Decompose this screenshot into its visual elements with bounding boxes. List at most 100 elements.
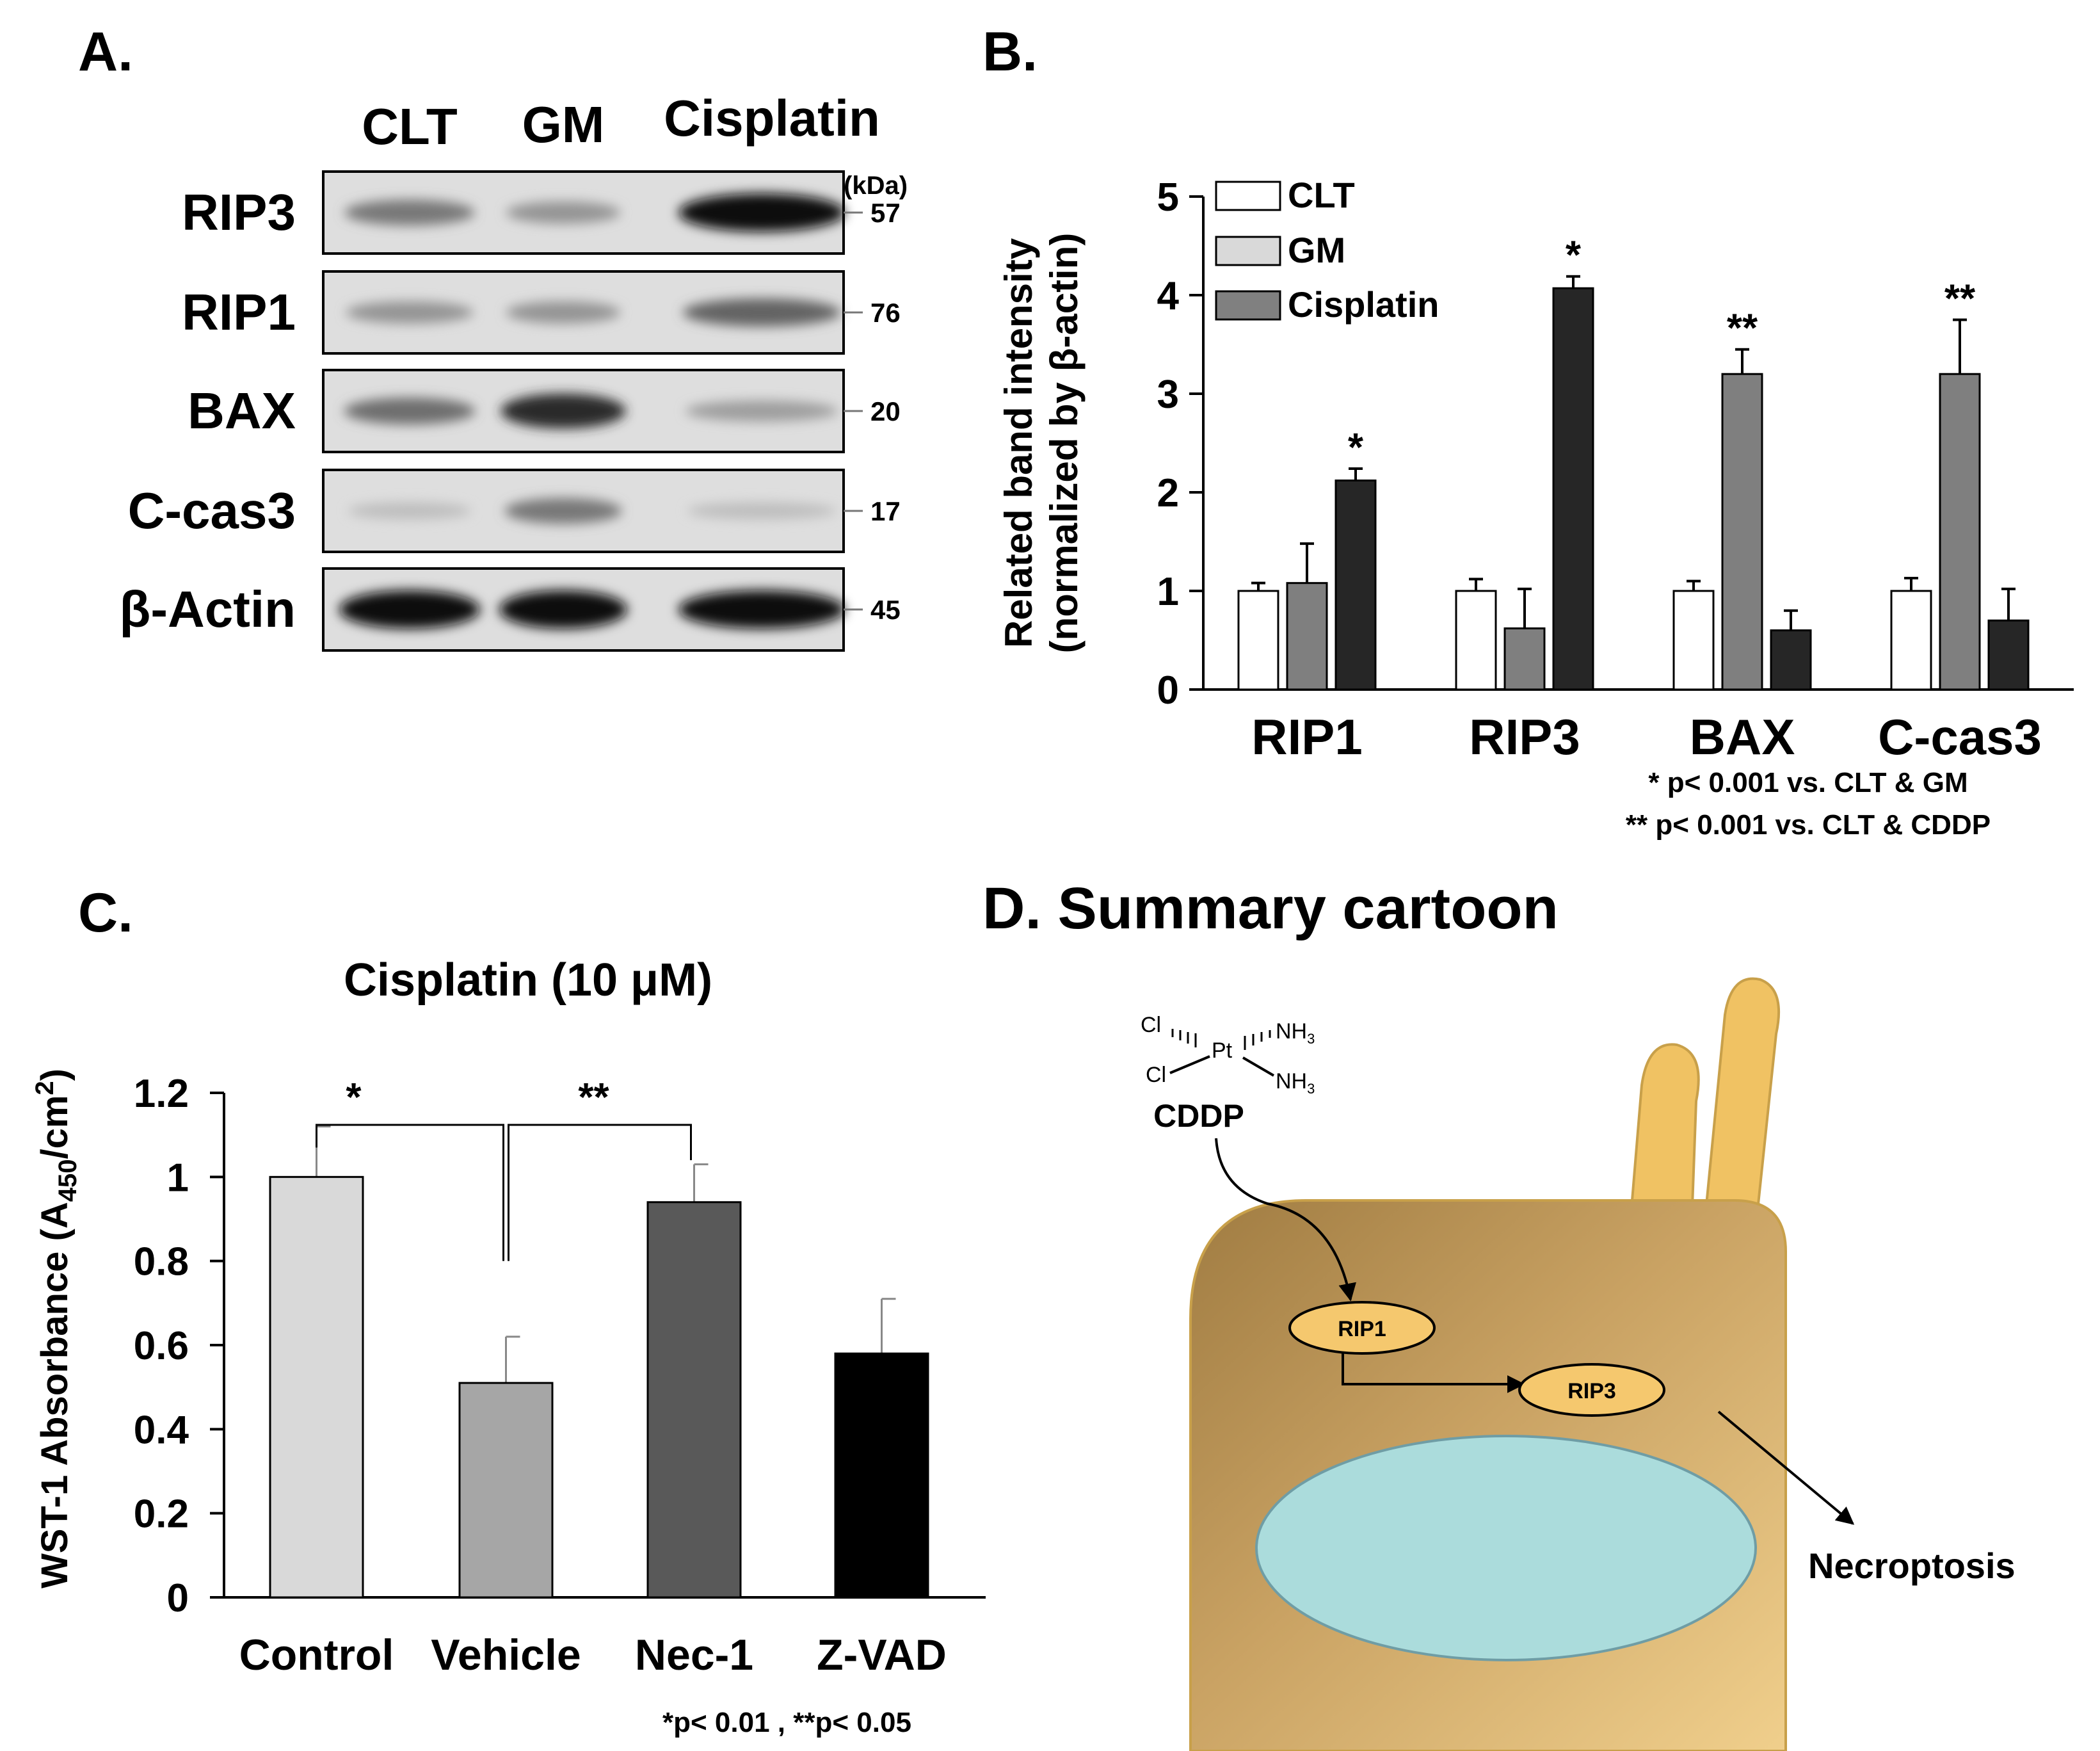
- x-tick-label-rip1: RIP1: [1251, 709, 1362, 765]
- y-tick-label: 0: [1157, 668, 1179, 713]
- blot-band: [678, 193, 845, 232]
- y-axis-title: Related band intensity: [997, 238, 1040, 648]
- lane-header-cisplatin: Cisplatin: [664, 90, 880, 147]
- blot-c-cas3: C-cas3 17: [128, 469, 901, 553]
- hashed-bonds: [1171, 1029, 1271, 1050]
- blot-band: [678, 590, 845, 629]
- significance-mark: *: [1348, 426, 1364, 470]
- y-tick-label: 0: [167, 1576, 189, 1620]
- y-tick-label: 0.2: [134, 1492, 189, 1537]
- arrow-rip1-to-rip3: [1342, 1353, 1525, 1393]
- blot-rip1: RIP1 76: [182, 270, 901, 355]
- rip3-node-label: RIP3: [1567, 1379, 1616, 1403]
- bar-z-vad: [834, 1352, 929, 1599]
- blot-label: RIP1: [182, 284, 296, 341]
- y-tick-label: 5: [1157, 175, 1179, 220]
- chart-title: Cisplatin (10 μM): [344, 955, 712, 1006]
- blot-band: [346, 301, 474, 324]
- blot-band: [506, 201, 621, 224]
- cisplatin-structure: Cl Cl Pt NH3 NH3: [1141, 1013, 1315, 1097]
- blot-band: [682, 298, 841, 327]
- bar-vehicle: [458, 1382, 554, 1599]
- significance-mark: *: [346, 1076, 362, 1120]
- bond-bottom-left: [1169, 1055, 1210, 1074]
- ammine-bottom: NH3: [1276, 1069, 1315, 1097]
- ammine-top: NH3: [1276, 1019, 1315, 1047]
- blot-band: [685, 400, 838, 422]
- bar-cisplatin-rip1: [1335, 480, 1377, 691]
- blot-band: [344, 199, 475, 226]
- nucleus: [1255, 1435, 1757, 1661]
- y-tick-label: 4: [1157, 274, 1180, 318]
- bar-clt-bax: [1672, 590, 1715, 691]
- panel-c-footnote: *p< 0.01 , **p< 0.05: [662, 1707, 911, 1738]
- y-tick-label: 2: [1157, 471, 1179, 515]
- panel-c-label: C.: [78, 882, 133, 944]
- cell-cartoon: [1189, 977, 1787, 1751]
- panel-b-label: B.: [982, 21, 1038, 83]
- blot-band: [339, 590, 480, 629]
- x-tick-label-control: Control: [239, 1631, 394, 1679]
- blot-band: [506, 301, 621, 324]
- y-tick-label: 1.2: [134, 1072, 189, 1116]
- cddp-label: CDDP: [1153, 1098, 1244, 1134]
- bar-gm-rip3: [1503, 627, 1546, 691]
- blot-actin: β-Actin 45: [120, 567, 901, 652]
- bar-clt-rip1: [1237, 590, 1279, 691]
- wst1-absorbance-chart: 0 0.2 0.4 0.6 0.8 1 1.2 Control Vehicle Nec-1 Z-VA…: [31, 955, 986, 1679]
- platinum: Pt: [1212, 1038, 1233, 1063]
- kda-unit-label: (kDa): [844, 172, 908, 200]
- y-tick-label: 1: [1157, 570, 1179, 614]
- rip3-node: [1518, 1363, 1665, 1417]
- y-axis-title-line2: (normalized by β-actin): [1043, 233, 1086, 654]
- panel-b-footnote-2: ** p< 0.001 vs. CLT & CDDP: [1626, 809, 1991, 841]
- kda-marker: 45: [870, 595, 901, 625]
- x-tick-label-z-vad: Z-VAD: [817, 1631, 947, 1679]
- y-tick-label: 1: [167, 1156, 189, 1200]
- bar-cisplatin-bax: [1770, 629, 1812, 691]
- arrow-cddp-to-rip1: [1215, 1138, 1356, 1302]
- significance-mark: **: [1944, 277, 1976, 321]
- legend-swatch-clt: [1215, 181, 1281, 211]
- significance-mark: *: [1566, 234, 1582, 278]
- blot-band: [504, 497, 622, 524]
- panel-d-title: D. Summary cartoon: [982, 876, 1559, 941]
- blot-rip3: RIP3 57: [182, 170, 901, 255]
- necroptosis-label: Necroptosis: [1808, 1545, 2016, 1586]
- x-tick-label-nec-1: Nec-1: [635, 1631, 753, 1679]
- y-tick-label: 0.6: [134, 1324, 189, 1368]
- blot-label: BAX: [188, 382, 296, 439]
- bar-gm-rip1: [1286, 582, 1328, 691]
- significance-mark: **: [578, 1076, 609, 1120]
- y-tick-label: 0.4: [134, 1408, 189, 1452]
- panel-b-footnote-1: * p< 0.001 vs. CLT & GM: [1648, 767, 1968, 798]
- x-tick-label-vehicle: Vehicle: [431, 1631, 581, 1679]
- bar-clt-rip3: [1455, 590, 1497, 691]
- bar-cisplatin-rip3: [1552, 287, 1594, 691]
- blot-band: [687, 502, 837, 520]
- bracket-control-vehicle: [316, 1124, 504, 1261]
- legend-label-cisplatin: Cisplatin: [1288, 284, 1439, 325]
- legend-label-gm: GM: [1288, 230, 1345, 270]
- bond-bottom-right: [1242, 1056, 1275, 1077]
- blot-bax: BAX 20: [188, 369, 901, 453]
- significance-mark: **: [1727, 307, 1758, 351]
- bar-gm-bax: [1721, 373, 1763, 691]
- kda-marker: 76: [870, 298, 901, 328]
- blot-band: [499, 590, 627, 629]
- kda-marker: 57: [870, 198, 901, 228]
- kda-marker: 20: [870, 396, 901, 426]
- chloride-bottom: Cl: [1146, 1063, 1166, 1087]
- lane-headers: CLT GM Cisplatin: [362, 90, 880, 155]
- x-tick-label-rip3: RIP3: [1469, 709, 1580, 765]
- lane-header-clt: CLT: [362, 98, 458, 155]
- chloride-top: Cl: [1141, 1013, 1161, 1037]
- bar-control: [269, 1175, 364, 1599]
- rip1-node: [1288, 1301, 1436, 1355]
- panel-a-label: A.: [78, 21, 133, 83]
- band-intensity-chart: 0 1 2 3 4 5 * RIP1 * RIP3 ** BAX ** C-cas3 CLT GM Cispla…: [997, 175, 2074, 765]
- lane-header-gm: GM: [522, 96, 605, 153]
- bar-gm-c-cas3: [1939, 373, 1981, 691]
- bar-cisplatin-c-cas3: [1987, 619, 2030, 691]
- legend-swatch-cisplatin: [1215, 290, 1281, 321]
